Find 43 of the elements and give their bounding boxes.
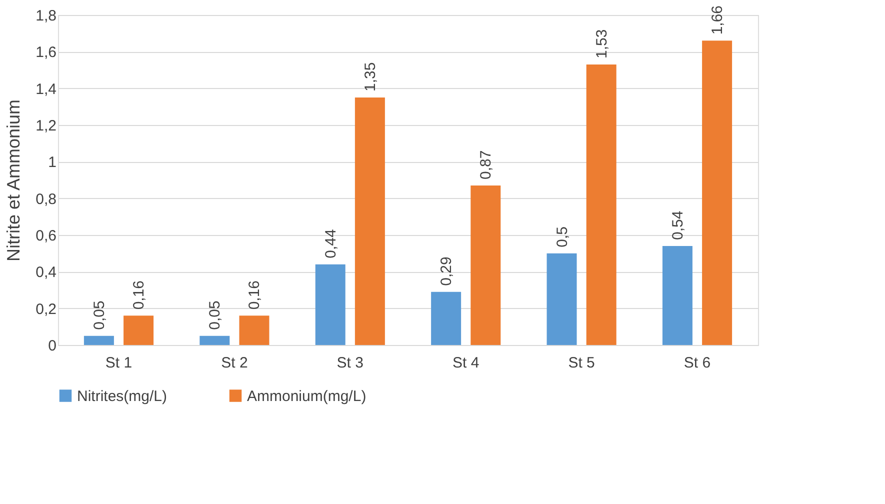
y-tick-label: 0: [48, 338, 56, 354]
bar: [702, 40, 732, 345]
x-tick-label: St 4: [452, 354, 480, 372]
bar: [586, 64, 616, 345]
y-tick-label: 0,4: [36, 264, 56, 282]
y-tick-label: 1,8: [36, 8, 56, 24]
data-label: 0,05: [206, 300, 224, 330]
data-label: 0,16: [130, 280, 148, 310]
data-label: 0,29: [438, 256, 456, 286]
y-axis-title: Nitrite et Ammonium: [4, 99, 24, 262]
data-label: 0,16: [246, 280, 264, 310]
data-label: 1,53: [593, 29, 610, 58]
bar: [315, 264, 346, 345]
x-tick-label: St 5: [568, 354, 595, 372]
data-label: 0,87: [478, 150, 495, 180]
x-tick-label: St 1: [105, 354, 132, 372]
bar: [431, 292, 462, 345]
x-tick-label: St 6: [684, 354, 711, 372]
bar: [200, 336, 230, 345]
bar: [239, 316, 270, 345]
bar: [124, 316, 154, 345]
data-label: 0,54: [669, 210, 686, 240]
data-label: 1,35: [362, 62, 379, 92]
y-tick-label: 1,6: [36, 44, 56, 62]
bar: [84, 336, 114, 345]
y-tick-label: 0,2: [36, 300, 56, 318]
data-label: 0,44: [322, 229, 340, 258]
y-tick-label: 0,8: [36, 190, 56, 208]
bar: [354, 98, 385, 345]
data-label: 1,66: [709, 5, 726, 35]
legend-label: Nitrites(mg/L): [77, 388, 168, 405]
data-label: 0,05: [90, 300, 108, 330]
y-tick-label: 1: [48, 154, 56, 172]
data-label: 0,5: [554, 226, 571, 248]
x-tick-label: St 3: [336, 354, 364, 372]
bar: [546, 253, 577, 345]
y-tick-label: 0,6: [36, 228, 56, 244]
y-tick-label: 1,4: [36, 80, 56, 98]
bar: [662, 246, 692, 345]
legend-label: Ammonium(mg/L): [247, 388, 366, 405]
x-tick-label: St 2: [221, 354, 248, 372]
bar: [470, 186, 501, 345]
y-tick-label: 1,2: [36, 118, 56, 134]
